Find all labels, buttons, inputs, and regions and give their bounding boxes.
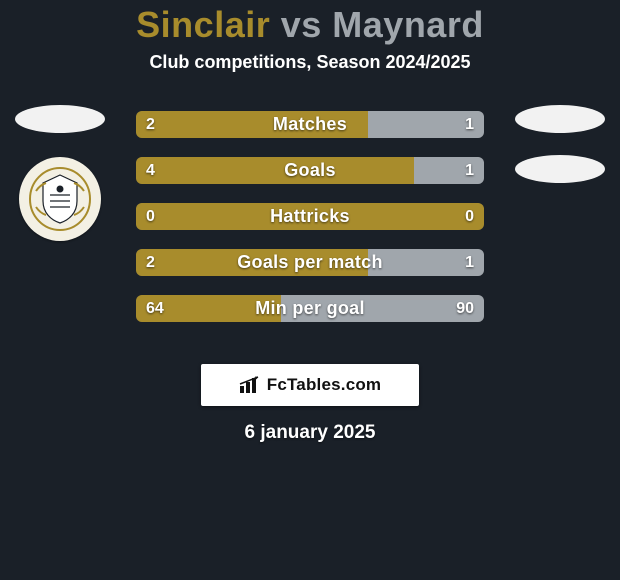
stat-fill-right bbox=[281, 295, 484, 322]
stat-row: 6490Min per goal bbox=[136, 295, 484, 322]
stat-row: 00Hattricks bbox=[136, 203, 484, 230]
stat-fill-left bbox=[136, 249, 368, 276]
subtitle: Club competitions, Season 2024/2025 bbox=[0, 52, 620, 73]
player-avatar-placeholder-left bbox=[15, 105, 105, 133]
stat-fill-left bbox=[136, 157, 414, 184]
stat-value-right: 1 bbox=[465, 157, 474, 184]
stats-bars: 21Matches41Goals00Hattricks21Goals per m… bbox=[136, 111, 484, 341]
right-player-col bbox=[512, 105, 608, 183]
title-player-b: Maynard bbox=[332, 4, 484, 45]
stat-value-right: 90 bbox=[456, 295, 474, 322]
stat-value-right: 1 bbox=[465, 111, 474, 138]
left-player-col bbox=[12, 105, 108, 241]
stat-fill-left bbox=[136, 203, 484, 230]
stat-value-right: 0 bbox=[465, 203, 474, 230]
stat-value-left: 2 bbox=[146, 111, 155, 138]
watermark-text: FcTables.com bbox=[267, 375, 382, 395]
watermark: FcTables.com bbox=[201, 364, 419, 406]
stat-row: 21Matches bbox=[136, 111, 484, 138]
title-player-a: Sinclair bbox=[136, 4, 270, 45]
stat-value-right: 1 bbox=[465, 249, 474, 276]
club-badge-placeholder-right bbox=[515, 155, 605, 183]
player-avatar-placeholder-right bbox=[515, 105, 605, 133]
stat-value-left: 4 bbox=[146, 157, 155, 184]
stat-fill-left bbox=[136, 111, 368, 138]
bar-chart-icon bbox=[239, 376, 261, 394]
stat-value-left: 2 bbox=[146, 249, 155, 276]
page-title: Sinclair vs Maynard bbox=[0, 0, 620, 46]
footer-date: 6 january 2025 bbox=[0, 422, 620, 444]
club-badge-left bbox=[19, 157, 101, 241]
stat-row: 41Goals bbox=[136, 157, 484, 184]
stat-value-left: 64 bbox=[146, 295, 164, 322]
stat-row: 21Goals per match bbox=[136, 249, 484, 276]
title-vs: vs bbox=[270, 4, 332, 45]
stat-value-left: 0 bbox=[146, 203, 155, 230]
